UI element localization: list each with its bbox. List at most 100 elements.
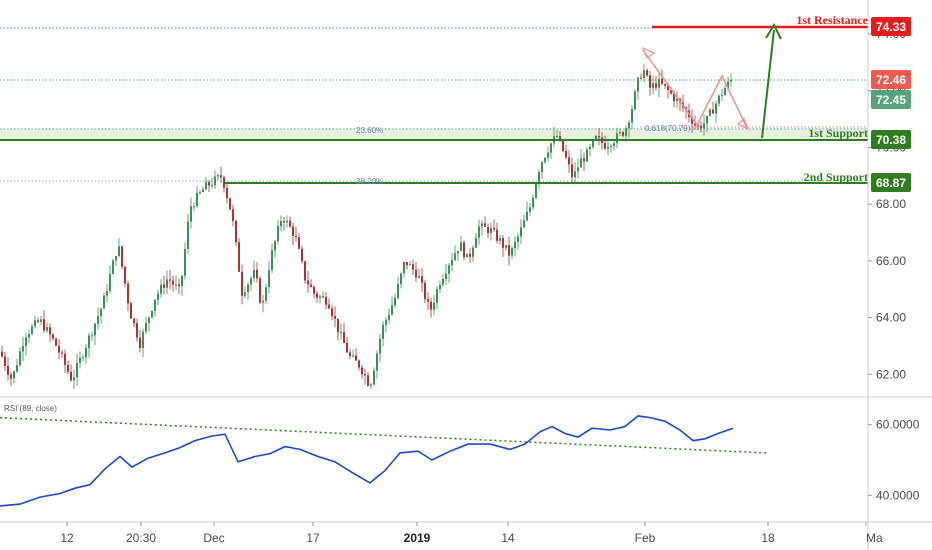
candle-body [328, 304, 330, 309]
candle-body [307, 280, 309, 285]
price-tag-red [871, 70, 911, 89]
candle-body [292, 226, 294, 236]
candle-body [58, 345, 60, 353]
candle-body [4, 356, 6, 366]
candle-body [220, 175, 222, 178]
zigzag-arrowhead-top [641, 46, 656, 59]
candle-body [415, 269, 417, 278]
price-tick-label: 68.00 [876, 197, 906, 211]
candle-body [349, 352, 351, 357]
resistance-tag [871, 17, 911, 36]
candle-body [118, 246, 120, 256]
resistance-label: 1st Resistance [796, 13, 868, 27]
candle-body [445, 273, 447, 279]
candle-body [397, 283, 399, 298]
time-tick-label: 14 [501, 531, 515, 545]
time-tick-label: 20:30 [126, 531, 156, 545]
candle-body [379, 338, 381, 354]
candle-body [496, 229, 498, 241]
candle-body [631, 109, 633, 123]
projection-arrow-head [765, 22, 782, 40]
candle-body [190, 206, 192, 222]
candle-body [16, 365, 18, 372]
candle-body [121, 246, 123, 267]
first-support-tag [871, 130, 911, 149]
candle-body [424, 282, 426, 300]
candle-body [355, 355, 357, 361]
rsi-axis[interactable]: 40.0000 60.0000 [868, 418, 920, 503]
candle-body [448, 265, 450, 274]
candle-body [406, 262, 408, 266]
candle-body [67, 364, 69, 372]
candle-body [166, 279, 168, 288]
candle-body [454, 253, 456, 261]
fib-618-label: 0.618(70.79) [645, 124, 691, 133]
rsi-tick-label: 60.0000 [876, 418, 920, 432]
candle-body [322, 296, 324, 298]
candle-body [13, 371, 15, 379]
price-tag-red-text: 72.46 [876, 73, 906, 87]
candle-body [664, 83, 666, 86]
time-tick-label: Dec [203, 531, 224, 545]
candle-body [634, 91, 636, 110]
candle-body [598, 135, 600, 138]
candle-body [514, 241, 516, 249]
candle-body [340, 331, 342, 333]
candle-body [247, 284, 249, 293]
first-support-tag-text: 70.38 [876, 133, 906, 147]
candle-body [607, 146, 609, 149]
candle-body [604, 143, 606, 149]
candle-body [628, 122, 630, 129]
candle-body [523, 220, 525, 228]
candle-body [115, 255, 117, 261]
candle-body [709, 109, 711, 116]
candle-body [547, 152, 549, 158]
candle-body [478, 226, 480, 238]
candle-body [412, 264, 414, 270]
candle-body [85, 348, 87, 358]
candle-body [211, 185, 213, 187]
candle-body [259, 278, 261, 303]
candle-body [577, 167, 579, 172]
candle-body [217, 175, 219, 177]
candle-body [271, 250, 273, 271]
candle-body [700, 125, 702, 129]
candle-body [73, 377, 75, 381]
candle-body [421, 276, 423, 283]
time-axis[interactable]: 12 20:30 Dec 17 2019 14 Feb 18 Ma [60, 522, 883, 545]
candle-body [619, 132, 621, 134]
price-tick-label: 66.00 [876, 254, 906, 268]
candle-body [409, 264, 411, 266]
candle-body [583, 158, 585, 162]
candle-body [544, 157, 546, 163]
zigzag-pattern [642, 49, 748, 129]
candle-body [712, 109, 714, 114]
candle-body [106, 290, 108, 296]
zigzag-arrowhead-bottom [736, 118, 750, 131]
candle-body [229, 198, 231, 210]
candle-body [142, 331, 144, 349]
candle-body [655, 83, 657, 88]
candle-body [1, 351, 3, 357]
candle-body [433, 302, 435, 310]
candle-body [10, 374, 12, 379]
candle-body [697, 125, 699, 127]
candle-body [208, 181, 210, 186]
candle-body [103, 295, 105, 309]
candle-body [592, 140, 594, 147]
candle-body [61, 352, 63, 354]
candle-body [295, 235, 297, 238]
candle-body [667, 85, 669, 90]
rsi-title: RSI (89, close) [4, 404, 57, 413]
candle-body [37, 320, 39, 322]
candle-body [661, 78, 663, 84]
candle-body [88, 335, 90, 349]
candle-body [463, 242, 465, 258]
second-support-tag [871, 173, 911, 192]
candle-body [46, 327, 48, 331]
candle-body [127, 283, 129, 304]
candle-body [466, 253, 468, 258]
candle-body [244, 292, 246, 296]
candle-body [502, 238, 504, 248]
